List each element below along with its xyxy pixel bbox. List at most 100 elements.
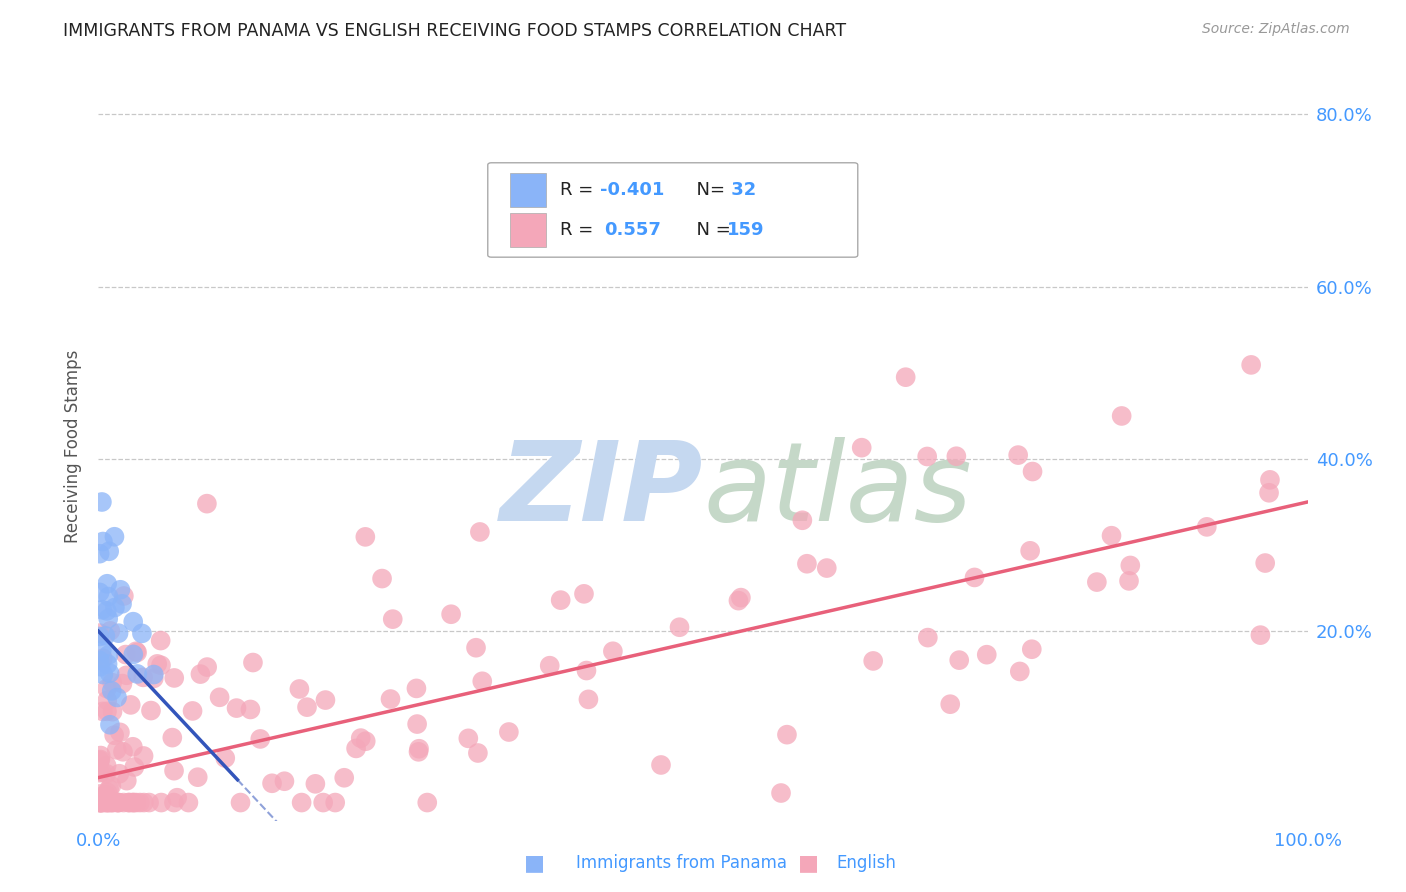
Point [163,764,186,778]
Text: IMMIGRANTS FROM PANAMA VS ENGLISH RECEIVING FOOD STAMPS CORRELATION CHART: IMMIGRANTS FROM PANAMA VS ENGLISH RECEIV… [63,22,846,40]
Point [915,450,938,464]
Point [121,739,143,754]
Text: atlas: atlas [703,437,972,544]
Point [575,664,598,678]
Point [132,748,155,763]
Point [1007,448,1029,462]
Point [468,524,491,539]
Point [792,513,814,527]
Point [187,770,209,784]
Text: English: English [837,855,897,872]
Point [98,666,121,681]
Point [89,796,111,810]
FancyBboxPatch shape [509,213,546,246]
Point [1240,358,1263,372]
Point [131,626,153,640]
Point [98,796,121,810]
Point [894,370,917,384]
Point [314,693,336,707]
Point [471,674,494,689]
Point [139,704,162,718]
Point [917,631,939,645]
Point [440,607,463,622]
Point [408,745,430,759]
Text: Immigrants from Panama: Immigrants from Panama [576,855,787,872]
Point [100,684,122,698]
Point [89,796,111,810]
Point [163,796,186,810]
Point [166,790,188,805]
Point [1021,465,1043,479]
Point [89,787,111,801]
Text: N =: N = [685,220,731,239]
Point [122,648,145,662]
Point [815,561,838,575]
Point [91,603,114,617]
Point [538,658,561,673]
Point [96,704,118,718]
Point [132,796,155,810]
Point [96,796,118,810]
Point [125,644,148,658]
Point [602,644,624,658]
Point [242,656,264,670]
Point [406,717,429,731]
Point [98,624,121,638]
Point [97,657,120,671]
Point [1195,520,1218,534]
Point [578,692,600,706]
Point [1101,529,1123,543]
Point [291,796,314,810]
Point [1111,409,1133,423]
Point [115,668,138,682]
Point [273,774,295,789]
Point [208,690,231,705]
Point [288,681,311,696]
Point [94,789,117,803]
Text: N=: N= [685,181,725,199]
Point [1119,558,1142,573]
Point [132,670,155,684]
Point [90,764,112,779]
Point [107,796,129,810]
Point [963,570,986,584]
Point [163,671,186,685]
Point [94,791,117,805]
Point [1021,642,1043,657]
Point [96,766,118,780]
Point [769,786,792,800]
Point [124,760,146,774]
Point [467,746,489,760]
Point [112,589,135,603]
Point [295,700,318,714]
Text: R =: R = [561,181,599,199]
Point [249,731,271,746]
Point [115,773,138,788]
Point [105,796,128,810]
Point [90,748,112,763]
Point [344,741,367,756]
Point [650,758,672,772]
Text: R =: R = [561,220,605,239]
Point [89,659,111,673]
Point [98,544,121,558]
Point [323,796,346,810]
Point [239,702,262,716]
Point [381,612,404,626]
Point [97,612,120,626]
Point [97,648,120,662]
Point [1258,485,1281,500]
Point [138,796,160,810]
Point [862,654,884,668]
Point [498,725,520,739]
Point [110,582,132,597]
Point [142,672,165,686]
Point [90,495,112,509]
Point [1008,665,1031,679]
Text: 32: 32 [724,181,756,199]
Point [181,704,204,718]
Point [1254,556,1277,570]
Point [465,640,488,655]
Point [214,751,236,765]
Point [129,796,152,810]
